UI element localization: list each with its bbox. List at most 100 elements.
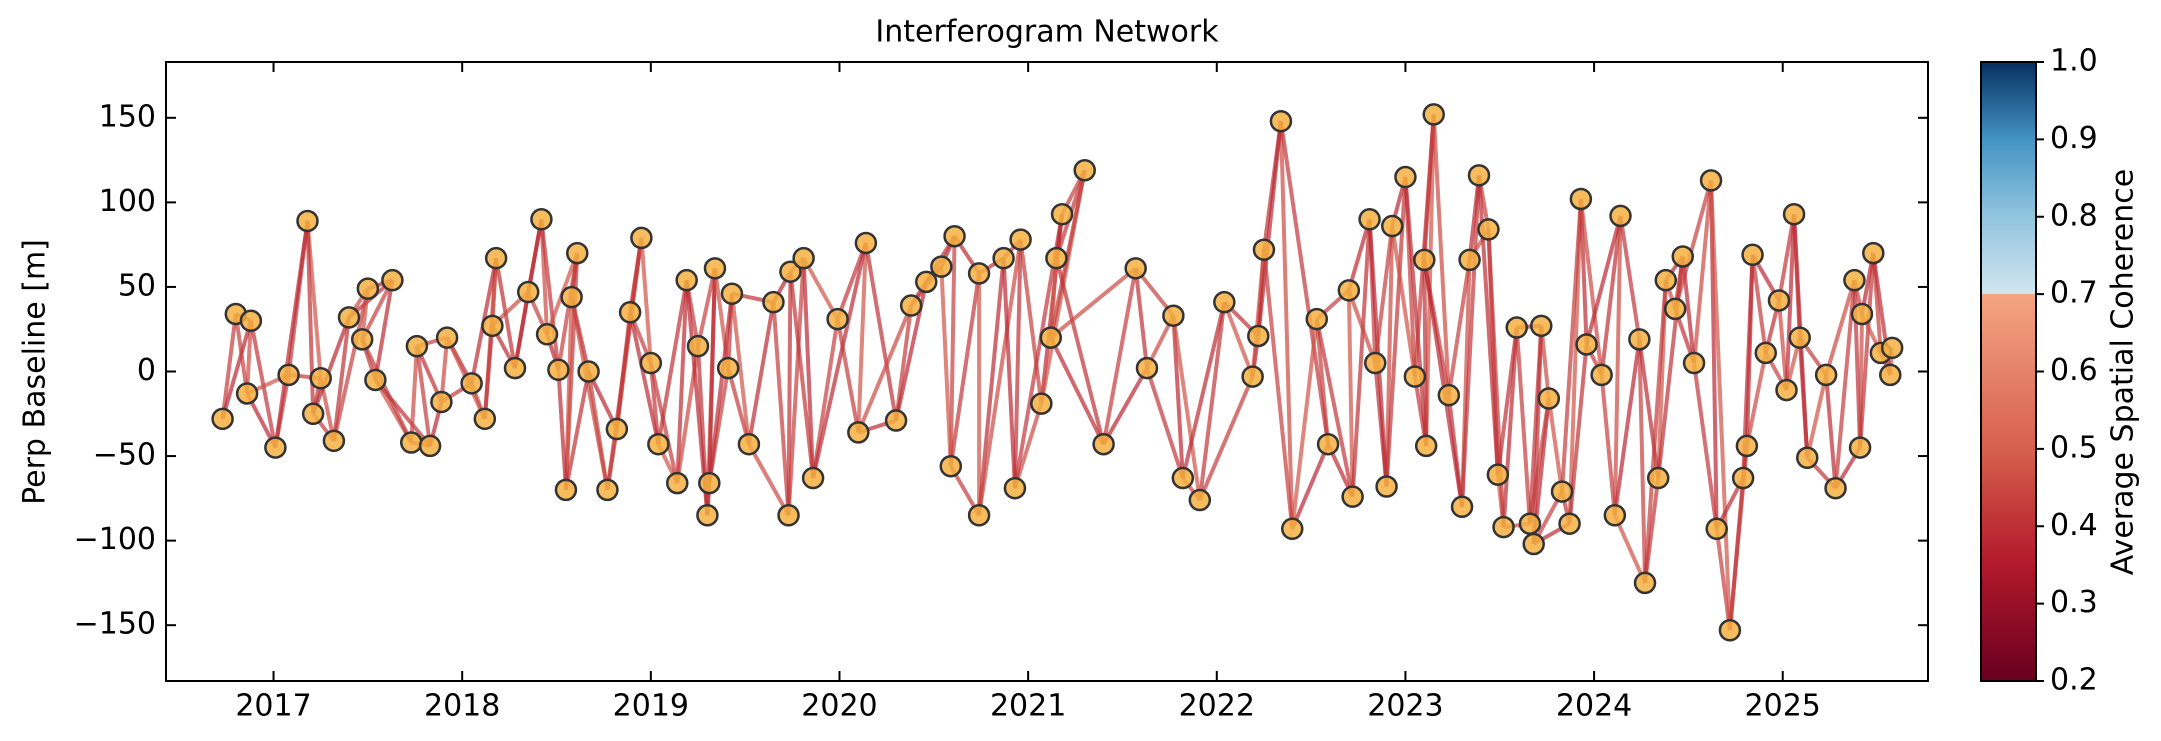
edge <box>1784 214 1797 391</box>
acquisition-node <box>967 504 991 527</box>
acquisition-node <box>1050 202 1074 226</box>
edge <box>747 443 791 517</box>
edge <box>1346 289 1378 364</box>
edge <box>801 257 840 321</box>
acquisition-node <box>264 436 287 459</box>
acquisition-node <box>1458 248 1481 272</box>
acquisition-node <box>915 270 938 294</box>
edge <box>786 258 806 516</box>
x-tick-label: 2017 <box>235 689 311 724</box>
acquisition-node <box>1569 187 1593 211</box>
acquisition-node <box>277 363 300 387</box>
acquisition-node <box>884 409 908 432</box>
edge <box>948 273 982 467</box>
acquisition-node <box>481 314 504 338</box>
acquisition-node <box>1486 463 1510 486</box>
edge <box>835 318 861 433</box>
acquisition-node <box>235 382 259 405</box>
edge <box>245 320 253 394</box>
nodes <box>211 103 1904 642</box>
acquisition-node <box>1522 532 1545 556</box>
acquisition-node <box>566 241 589 265</box>
edge <box>726 367 751 445</box>
acquisition-node <box>1009 228 1032 251</box>
acquisition-node <box>418 434 442 458</box>
acquisition-node <box>1590 363 1613 387</box>
edge <box>1460 175 1482 507</box>
acquisition-node <box>430 390 453 414</box>
x-tick-label: 2023 <box>1367 689 1443 724</box>
acquisition-node <box>239 309 263 333</box>
acquisition-node <box>1754 341 1778 365</box>
edge <box>1612 215 1623 516</box>
acquisition-node <box>484 246 508 270</box>
acquisition-node <box>1450 495 1474 519</box>
acquisition-node <box>1422 103 1445 126</box>
acquisition-node <box>405 334 429 358</box>
acquisition-node <box>1414 434 1438 458</box>
acquisition-node <box>1477 218 1500 241</box>
edge <box>1618 215 1642 340</box>
acquisition-node <box>1073 158 1096 182</box>
edge <box>1261 249 1295 529</box>
acquisition-node <box>1341 485 1364 508</box>
acquisition-node <box>1269 109 1293 133</box>
acquisition-node <box>826 307 849 331</box>
edge <box>1373 225 1395 364</box>
edge <box>1527 398 1551 525</box>
acquisition-node <box>1316 432 1340 456</box>
edge <box>1101 267 1138 445</box>
acquisition-node <box>1505 316 1528 339</box>
edge <box>482 325 495 420</box>
acquisition-node <box>1654 268 1678 292</box>
acquisition-node <box>296 209 319 233</box>
acquisition-node <box>1375 475 1398 498</box>
x-tick-label: 2019 <box>613 689 689 724</box>
edge <box>1446 259 1472 396</box>
edge <box>414 345 433 447</box>
y-axis-label: Perp Baseline [m] <box>18 239 53 505</box>
edge <box>563 297 574 490</box>
acquisition-node <box>1843 268 1866 292</box>
x-tick-label: 2021 <box>990 689 1066 724</box>
acquisition-node <box>762 290 785 314</box>
edge <box>409 346 419 443</box>
acquisition-node <box>1609 204 1632 228</box>
acquisition-node <box>1741 243 1764 267</box>
edge <box>563 371 591 491</box>
edge <box>1612 339 1642 516</box>
acquisition-node <box>1848 436 1872 459</box>
acquisition-node <box>1358 208 1381 231</box>
acquisition-node <box>720 282 744 305</box>
acquisition-node <box>1550 480 1574 503</box>
acquisition-node <box>899 294 923 317</box>
acquisition-node <box>1699 169 1723 192</box>
acquisition-node <box>1663 297 1687 321</box>
acquisition-node <box>647 432 670 456</box>
acquisition-node <box>930 255 953 278</box>
acquisition-node <box>696 504 719 527</box>
acquisition-node <box>1767 289 1791 312</box>
acquisition-node <box>547 358 570 382</box>
edge <box>1222 301 1255 378</box>
edge <box>1673 179 1713 310</box>
edge <box>331 317 351 442</box>
edge <box>1858 252 1876 448</box>
edge <box>1546 398 1564 492</box>
colorbar-tick-label: 0.8 <box>2050 198 2098 233</box>
edge <box>556 369 568 491</box>
edge <box>628 311 661 445</box>
y-tick-label: −100 <box>74 522 156 557</box>
acquisition-node <box>639 351 663 375</box>
acquisition-node <box>1879 363 1902 387</box>
edge <box>1350 219 1372 497</box>
edge <box>1824 374 1838 489</box>
acquisition-node <box>1775 378 1798 402</box>
acquisition-node <box>535 323 559 346</box>
y-tick-label: 100 <box>99 184 156 219</box>
acquisition-node <box>1558 512 1581 535</box>
edge <box>801 258 816 479</box>
acquisition-node <box>1628 328 1651 351</box>
colorbar-tick-label: 1.0 <box>2050 44 2098 79</box>
colorbar-tick-label: 0.3 <box>2050 585 2098 620</box>
